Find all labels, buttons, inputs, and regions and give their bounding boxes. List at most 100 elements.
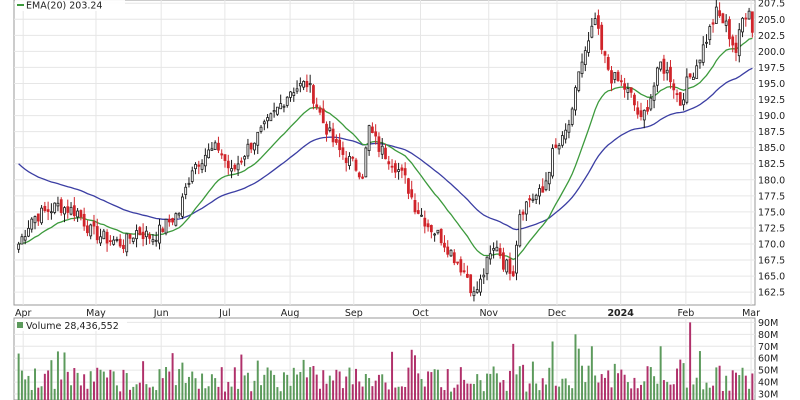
time-tick-label: Sep <box>345 308 363 319</box>
candle-body <box>610 70 613 84</box>
candle-body <box>433 233 437 236</box>
volume-bar <box>243 375 246 400</box>
candle-body <box>413 200 417 213</box>
candle-body <box>577 71 581 91</box>
candle-body <box>105 231 109 244</box>
price-axis: 162.5 165.0 167.5 170.0 172.5 175.0 177.5 180.0… <box>758 0 785 299</box>
volume-bar <box>233 367 236 400</box>
volume-bar <box>322 370 325 400</box>
volume-bar <box>525 391 528 400</box>
candle-body <box>685 76 689 103</box>
volume-bar <box>400 386 403 400</box>
candle-body <box>259 126 263 132</box>
volume-bar <box>512 343 515 400</box>
volume-bar <box>545 384 547 400</box>
candle-body <box>226 160 230 169</box>
candle-body <box>122 244 125 250</box>
volume-bar <box>669 384 672 400</box>
candle-body <box>305 80 309 88</box>
volume-bar <box>351 384 354 400</box>
price-tick-label: 170.0 <box>758 240 785 251</box>
volume-bar <box>246 372 249 400</box>
volume-value: 28,436,552 <box>64 321 118 332</box>
time-tick-label: May <box>86 308 106 319</box>
candle-body <box>95 226 99 241</box>
time-tick-label: Feb <box>677 308 694 319</box>
candle-body <box>53 202 57 213</box>
candle-body <box>354 159 358 171</box>
candle-body <box>580 61 584 74</box>
candle-body <box>619 80 623 83</box>
candle-body <box>554 144 558 148</box>
volume-tick-label: 40M <box>758 378 778 389</box>
volume-bar <box>413 355 416 400</box>
candle-body <box>289 91 292 98</box>
candle-body <box>744 17 748 20</box>
candle-body <box>203 154 207 167</box>
candle-body <box>298 83 302 87</box>
candle-body <box>682 99 685 106</box>
volume-bar <box>151 386 154 400</box>
volume-legend: Volume 28,436,552 <box>15 319 127 332</box>
volume-bar <box>708 387 711 400</box>
volume-bar <box>296 374 299 400</box>
time-tick-label: Jul <box>218 308 230 319</box>
volume-bar <box>328 375 331 400</box>
volume-bar <box>587 365 590 400</box>
volume-bar <box>581 365 584 400</box>
volume-bar <box>43 373 46 400</box>
candle-body <box>397 169 400 172</box>
candle-body <box>276 106 279 115</box>
candle-body <box>724 20 728 26</box>
time-tick-label: Nov <box>479 308 498 319</box>
candle-body <box>649 97 653 110</box>
volume-bar <box>60 379 63 400</box>
candle-body <box>161 228 165 233</box>
volume-bar <box>371 386 374 400</box>
candle-body <box>223 154 227 161</box>
volume-bar <box>92 381 95 400</box>
volume-bar <box>535 383 538 400</box>
candle-body <box>616 71 620 81</box>
candle-body <box>443 242 446 248</box>
volume-bar <box>227 381 230 400</box>
volume-legend-swatch <box>17 322 23 328</box>
volume-bar <box>600 374 603 400</box>
candle-body <box>521 211 525 215</box>
candle-body <box>174 213 178 226</box>
candle-body <box>17 243 21 250</box>
candle-body <box>646 107 649 112</box>
candle-body <box>750 11 754 33</box>
volume-bar <box>744 375 747 400</box>
candle-body <box>590 25 594 38</box>
candle-body <box>292 92 296 96</box>
price-tick-label: 192.5 <box>758 95 785 106</box>
volume-bar <box>554 385 557 400</box>
volume-bar <box>417 373 420 400</box>
volume-bar <box>361 386 364 400</box>
volume-bar <box>463 379 466 400</box>
volume-bar <box>102 371 105 400</box>
volume-bar <box>676 368 679 400</box>
candle-body <box>266 117 269 122</box>
candle-body <box>43 205 47 212</box>
volume-bar <box>653 376 656 400</box>
candle-body <box>384 147 387 160</box>
candle-body <box>538 188 541 197</box>
candle-body <box>194 164 197 170</box>
candle-body <box>243 156 247 160</box>
candle-body <box>403 168 407 176</box>
candle-body <box>515 244 518 274</box>
volume-bar <box>479 380 482 400</box>
volume-tick-label: 60M <box>758 354 778 365</box>
volume-bar <box>119 391 122 400</box>
candle-body <box>184 186 188 195</box>
candle-body <box>669 66 672 83</box>
volume-bar <box>161 378 164 400</box>
candle-body <box>678 92 682 106</box>
volume-bar <box>184 382 187 400</box>
candle-body <box>597 15 600 29</box>
time-tick-label: Oct <box>412 308 429 319</box>
candle-body <box>86 225 89 234</box>
volume-bar <box>659 346 662 400</box>
